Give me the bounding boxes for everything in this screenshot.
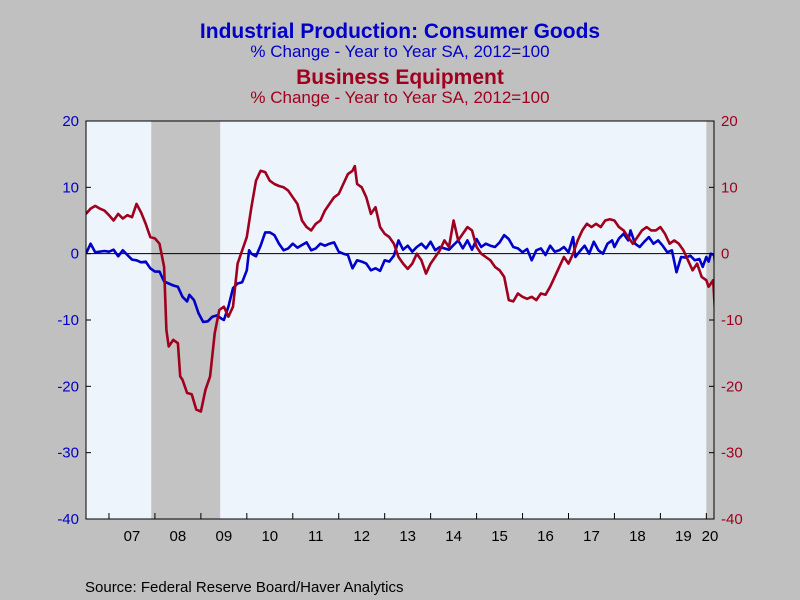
y-right-tick-label: 20: [721, 113, 738, 130]
source-note: Source: Federal Reserve Board/Haver Anal…: [85, 579, 403, 596]
series-line-1: [86, 229, 714, 324]
x-tick-label: 07: [124, 528, 141, 545]
y-left-tick-label: 20: [62, 113, 79, 130]
x-tick-label: 16: [537, 528, 554, 545]
chart-subtitle-2: % Change - Year to Year SA, 2012=100: [250, 88, 549, 107]
y-right-tick-label: 10: [721, 179, 738, 196]
chart-title-1: Industrial Production: Consumer Goods: [200, 20, 600, 43]
x-tick-label: 08: [170, 528, 187, 545]
y-left-tick-label: -20: [57, 378, 79, 395]
chart-title-2: Business Equipment: [296, 66, 504, 89]
x-tick-label: 20: [702, 528, 719, 545]
x-tick-label: 15: [491, 528, 508, 545]
x-tick-label: 14: [445, 528, 462, 545]
y-left-tick-label: 10: [62, 179, 79, 196]
plot-area: [86, 121, 714, 519]
y-right-tick-label: 0: [721, 246, 729, 263]
x-tick-label: 10: [261, 528, 278, 545]
y-right-tick-label: -10: [721, 312, 743, 329]
x-tick-label: 13: [399, 528, 416, 545]
y-right-tick-label: -20: [721, 378, 743, 395]
x-tick-label: 18: [629, 528, 646, 545]
x-tick-label: 11: [308, 528, 324, 545]
x-tick-label: 17: [583, 528, 600, 545]
y-left-tick-label: -10: [57, 312, 79, 329]
y-left-tick-label: 0: [71, 246, 79, 263]
x-tick-label: 19: [675, 528, 692, 545]
chart-subtitle-1: % Change - Year to Year SA, 2012=100: [250, 42, 549, 61]
x-tick-label: 09: [216, 528, 233, 545]
y-right-tick-label: -30: [721, 445, 743, 462]
y-left-tick-label: -30: [57, 445, 79, 462]
y-right-tick-label: -40: [721, 511, 743, 528]
y-left-tick-label: -40: [57, 511, 79, 528]
x-tick-label: 12: [353, 528, 370, 545]
chart-titles: Industrial Production: Consumer Goods% C…: [200, 20, 600, 107]
series-line-2: [86, 164, 714, 413]
